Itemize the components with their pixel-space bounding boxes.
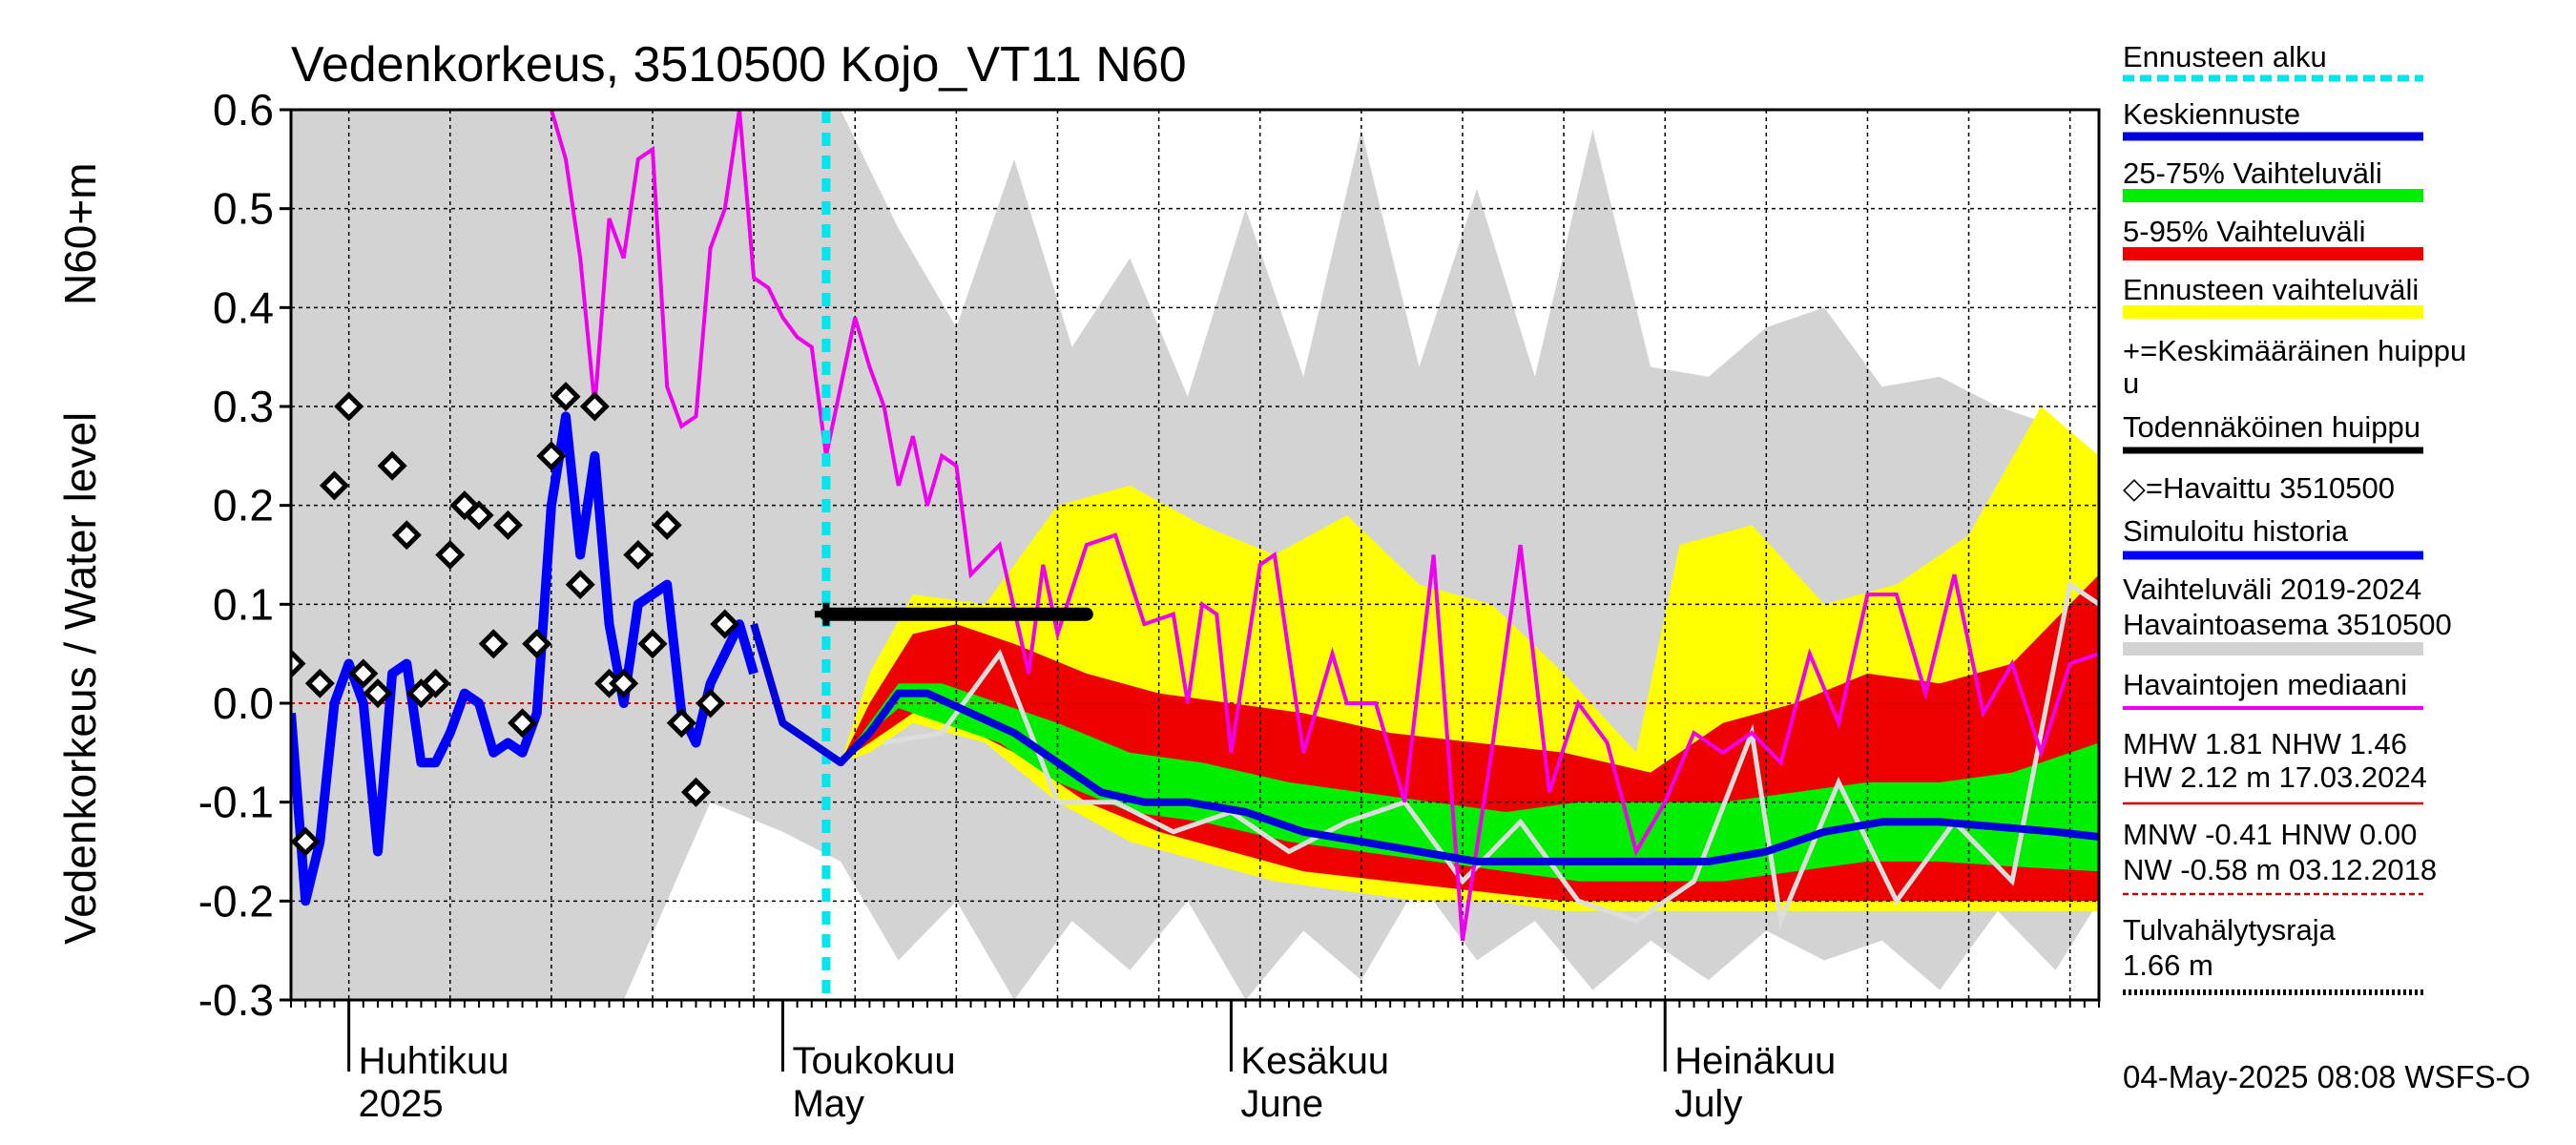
history-median-line [883, 580, 2099, 930]
legend-entry: Todennäköinen huippu [2123, 410, 2420, 444]
legend-entry: Ennusteen alku [2123, 40, 2327, 73]
observed-point [508, 708, 538, 739]
y-tick-label: 0.2 [213, 481, 274, 531]
x-month-label: Huhtikuu [359, 1040, 509, 1082]
observed-point [304, 668, 335, 698]
legend-entry: ◇=Havaittu 3510500 [2123, 471, 2395, 505]
footer-timestamp: 04-May-2025 08:08 WSFS-O [2123, 1059, 2530, 1094]
legend-entry: Simuloitu historia [2123, 514, 2349, 548]
mean-peak-marker [814, 602, 838, 626]
series-layer [291, 110, 2099, 1000]
legend-entry: 1.66 m [2123, 948, 2213, 982]
observed-point [696, 688, 726, 718]
legend-entry-wrap: u [2123, 366, 2139, 400]
observed-point [421, 668, 451, 698]
observed-point [478, 629, 509, 659]
x-month-label-en: June [1240, 1083, 1323, 1125]
median-line [549, 110, 2099, 942]
y-tick-label: -0.2 [198, 876, 274, 926]
forecast-band-layer [841, 406, 2099, 911]
chart-title: Vedenkorkeus, 3510500 Kojo_VT11 N60 [291, 37, 1187, 93]
observed-point [377, 450, 407, 481]
legend-entry: HW 2.12 m 17.03.2024 [2123, 760, 2427, 794]
observed-point [492, 510, 523, 540]
observed-point [652, 510, 682, 540]
observed-point [666, 708, 696, 739]
observed-point [579, 391, 610, 422]
legend-entry: MNW -0.41 HNW 0.00 [2123, 818, 2417, 851]
observed-point [536, 441, 567, 471]
observed-point [348, 658, 379, 689]
legend-entry: Ennusteen vaihteluväli [2123, 273, 2419, 306]
y-tick-label: 0.5 [213, 184, 274, 234]
legend-entry: 5-95% Vaihteluväli [2123, 215, 2365, 248]
legend-entry: Havaintojen mediaani [2123, 668, 2407, 701]
observed-point [291, 826, 321, 857]
y-tick-label: 0.3 [213, 382, 274, 431]
observed-point [464, 500, 494, 531]
observed-point [609, 668, 639, 698]
x-month-label: Toukokuu [792, 1040, 955, 1082]
legend-entry: +=Keskimääräinen huippu [2123, 334, 2466, 367]
mean-forecast-line [750, 622, 2099, 865]
y-tick-label: 0.4 [213, 282, 274, 332]
observed-point [319, 470, 350, 501]
legend: Ennusteen alku Keskiennuste 25-75% Vaihtel… [2123, 40, 2466, 995]
legend-entry: Havaintoasema 3510500 [2123, 608, 2452, 641]
x-month-label: Heinäkuu [1674, 1040, 1836, 1082]
plot-frame [289, 108, 2101, 1002]
axis-layer: 0.6 0.5 0.4 0.3 0.2 0.1 0.0 -0.1 -0.2 -0.3 Huhtiku… [198, 85, 2101, 1125]
legend-entry: 25-75% Vaihteluväli [2123, 156, 2382, 190]
x-month-label: Kesäkuu [1240, 1040, 1389, 1082]
legend-entry: Vaihteluväli 2019-2024 [2123, 572, 2421, 606]
observed-point [435, 539, 466, 571]
observed-point [291, 648, 306, 679]
observed-point [710, 609, 740, 639]
y-axis-label-unit: N60+m [55, 162, 105, 305]
simulated-history-line [291, 411, 758, 906]
observed-point [363, 678, 393, 709]
observed-point [623, 539, 654, 571]
y-tick-label: -0.3 [198, 975, 274, 1025]
legend-entry: Keskiennuste [2123, 97, 2300, 131]
observed-point [334, 391, 364, 422]
band-25-75-area [841, 683, 2099, 882]
observed-point [391, 520, 422, 551]
y-tick-label: -0.1 [198, 778, 274, 827]
y-axis-label: Vedenkorkeus / Water level [55, 412, 105, 945]
y-tick-label: 0.0 [213, 678, 274, 728]
observed-point [565, 570, 595, 600]
y-tick-label: 0.6 [213, 85, 274, 135]
legend-entry: NW -0.58 m 03.12.2018 [2123, 853, 2437, 886]
y-tick-label: 0.1 [213, 579, 274, 629]
observed-point [637, 629, 668, 659]
observed-point [449, 490, 480, 521]
x-month-label-en: May [792, 1083, 864, 1125]
observed-point [551, 382, 581, 412]
legend-entry: MHW 1.81 NHW 1.46 [2123, 727, 2407, 760]
x-month-label-en: 2025 [359, 1083, 444, 1125]
legend-entry: Tulvahälytysraja [2123, 913, 2337, 947]
observed-point [680, 777, 712, 807]
observed-point [522, 629, 552, 659]
x-month-label-en: July [1674, 1083, 1742, 1125]
